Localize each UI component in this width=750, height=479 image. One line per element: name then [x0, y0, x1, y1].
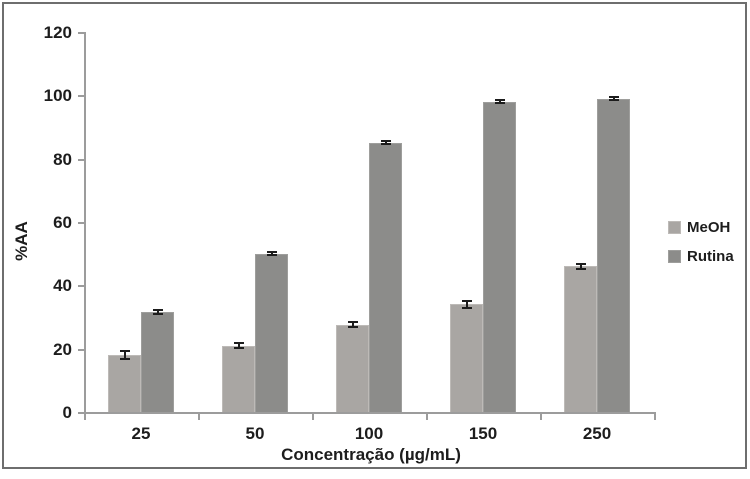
bar-meoh-25 [108, 355, 141, 412]
y-axis-title: %AA [12, 221, 31, 261]
error-bar-cap-top [608, 95, 619, 98]
x-tick [84, 414, 86, 420]
error-bar-line [351, 322, 354, 328]
y-tick [78, 95, 84, 98]
y-tick [78, 32, 84, 34]
bar-rutina-150 [483, 101, 516, 412]
y-tick [78, 158, 84, 161]
bar-meoh-250 [564, 266, 597, 412]
error-bar-cap-bottom [266, 254, 277, 257]
y-tick-label: 0 [62, 403, 72, 422]
x-category-label: 50 [245, 424, 265, 443]
x-tick [198, 414, 200, 420]
error-bar-cap-bottom [233, 347, 244, 350]
bar-meoh-150 [450, 304, 483, 412]
x-category-label: 100 [354, 424, 384, 443]
error-bar-line [384, 141, 387, 145]
error-bar-cap-top [380, 140, 391, 143]
legend-item-rutina: Rutina [668, 245, 734, 267]
y-tick [78, 412, 84, 414]
error-bar-cap-bottom [461, 306, 472, 309]
bar-rutina-100 [369, 142, 402, 412]
y-tick-label: 80 [53, 149, 72, 169]
x-tick [426, 414, 428, 420]
bar-meoh-100 [336, 324, 369, 412]
y-tick-label: 20 [53, 339, 72, 359]
error-bar-cap-bottom [152, 313, 163, 316]
error-bar-cap-top [152, 309, 163, 312]
error-bar-cap-bottom [494, 101, 505, 104]
error-bar-cap-bottom [608, 99, 619, 102]
error-bar-line [498, 100, 501, 103]
legend-swatch-rutina [668, 249, 681, 263]
x-tick [540, 414, 542, 420]
error-bar-line [156, 310, 159, 315]
error-bar-cap-bottom [119, 357, 130, 360]
error-bar-cap-top [266, 251, 277, 254]
x-category-label: 150 [468, 424, 498, 443]
error-bar-line [237, 342, 240, 349]
y-tick-label: 120 [43, 23, 72, 42]
x-category-label: 25 [131, 424, 151, 443]
error-bar-cap-top [347, 321, 358, 324]
error-bar-line [612, 96, 615, 101]
y-tick-label: 60 [53, 213, 72, 232]
x-tick [654, 414, 656, 420]
legend-label-meoh: MeOH [687, 218, 731, 236]
legend: MeOH Rutina [668, 216, 734, 274]
y-tick-label: 40 [53, 276, 72, 296]
y-axis-line [84, 32, 86, 414]
x-axis-line [84, 412, 656, 414]
error-bar-line [579, 263, 582, 269]
error-bar-cap-top [119, 350, 130, 353]
bar-rutina-50 [255, 253, 288, 412]
error-bar-cap-top [494, 99, 505, 102]
legend-label-rutina: Rutina [687, 247, 734, 265]
error-bar-cap-top [461, 300, 472, 303]
x-category-label: 250 [582, 424, 612, 443]
y-tick [78, 285, 84, 288]
bar-rutina-25 [141, 312, 174, 412]
bar-meoh-50 [222, 345, 255, 412]
error-bar-cap-top [233, 341, 244, 344]
y-tick [78, 348, 84, 351]
x-tick [312, 414, 314, 420]
figure-frame: 0 20 40 60 80 100 120 25 50 100 150 250 %AA Concent… [2, 2, 747, 469]
bar-rutina-250 [597, 98, 630, 412]
error-bar-line [123, 351, 126, 359]
error-bar-cap-bottom [575, 267, 586, 270]
y-tick [78, 222, 84, 224]
error-bar-cap-bottom [347, 326, 358, 329]
error-bar-line [465, 301, 468, 308]
legend-item-meoh: MeOH [668, 216, 734, 238]
error-bar-cap-bottom [380, 143, 391, 146]
legend-swatch-meoh [668, 220, 681, 234]
x-axis-title: Concentração (µg/mL) [281, 445, 461, 464]
y-tick-label: 100 [43, 86, 72, 106]
error-bar-cap-top [575, 262, 586, 265]
error-bar-line [270, 252, 273, 256]
